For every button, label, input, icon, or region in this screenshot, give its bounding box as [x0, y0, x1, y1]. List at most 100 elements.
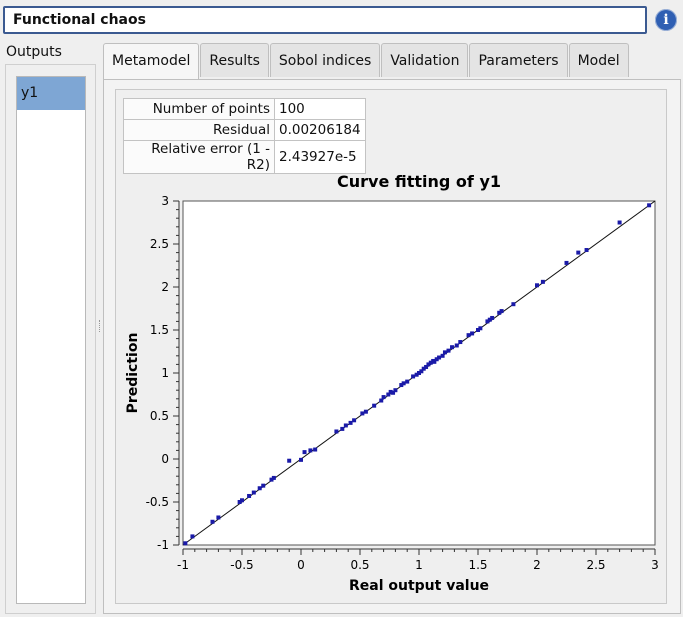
y-axis: -1 -0.5 0 0.5 1 1.5 2 2.5 3 [146, 194, 180, 552]
data-point [432, 359, 437, 364]
tab-results[interactable]: Results [200, 43, 269, 77]
x-tick-label: 0.5 [350, 558, 369, 572]
data-point [421, 366, 426, 371]
x-tick-label: -0.5 [230, 558, 253, 572]
y-tick-label: 0 [161, 452, 169, 466]
data-point [617, 220, 622, 225]
data-point [458, 340, 463, 345]
data-point [216, 515, 221, 520]
outputs-label: Outputs [6, 44, 62, 60]
data-point [424, 364, 429, 369]
data-point [485, 319, 490, 324]
x-tick-label: 1 [415, 558, 423, 572]
data-point [340, 426, 345, 431]
data-point [302, 450, 307, 455]
data-point [257, 486, 262, 491]
tab-validation[interactable]: Validation [381, 43, 469, 77]
data-point [490, 315, 495, 320]
data-point [237, 500, 242, 504]
metric-label: Number of points [123, 98, 275, 120]
data-point [190, 534, 195, 539]
tab-model[interactable]: Model [568, 43, 629, 77]
table-row: Residual 0.00206184 [123, 119, 366, 141]
y-tick-label: 0.5 [150, 409, 169, 423]
data-point [299, 457, 303, 462]
data-point [334, 429, 339, 434]
data-point [411, 374, 416, 379]
data-point [393, 388, 398, 393]
data-point [440, 353, 445, 358]
splitter-handle[interactable] [99, 320, 102, 332]
data-point [442, 350, 447, 355]
data-point [269, 477, 274, 482]
data-point [363, 409, 368, 414]
y-tick-label: 2.5 [150, 237, 169, 251]
data-point [497, 310, 502, 315]
data-point [381, 395, 386, 400]
tab-sobol-indices[interactable]: Sobol indices [269, 43, 381, 77]
data-point [405, 379, 410, 384]
analysis-title-field[interactable]: Functional chaos [3, 6, 647, 34]
data-point [476, 328, 480, 332]
curve-fitting-chart: Curve fitting of y1 -1-0.500.511.522.53 … [125, 172, 659, 594]
x-tick-label: 1.5 [468, 558, 487, 572]
data-point [401, 381, 406, 386]
data-point [511, 302, 516, 307]
data-point [584, 248, 589, 253]
result-tabs: Metamodel Results Sobol indices Validati… [103, 43, 630, 80]
data-point [399, 383, 404, 388]
y-tick-label: 1 [161, 366, 169, 380]
data-point [535, 283, 539, 288]
output-item-y1[interactable]: y1 [17, 77, 85, 110]
table-row: Relative error (1 - R2) 2.43927e-5 [123, 140, 366, 174]
data-point [379, 398, 384, 403]
metric-value: 100 [274, 98, 366, 120]
data-point [251, 490, 256, 495]
data-point [470, 331, 475, 336]
x-tick-label: 2.5 [586, 558, 605, 572]
x-tick-label: -1 [177, 558, 189, 572]
data-point [271, 475, 276, 480]
data-point [446, 348, 451, 353]
tab-parameters[interactable]: Parameters [469, 43, 568, 77]
x-tick-label: 3 [651, 558, 659, 572]
data-point [287, 458, 292, 463]
data-point [261, 483, 266, 488]
y-axis-label: Prediction [125, 333, 141, 414]
data-point [360, 411, 365, 416]
data-point [240, 498, 244, 503]
data-point [576, 250, 581, 255]
data-point [434, 357, 439, 362]
x-tick-label: 0 [297, 558, 305, 572]
data-point [414, 372, 419, 377]
tab-metamodel[interactable]: Metamodel [103, 43, 200, 80]
data-point [426, 362, 431, 367]
data-point [343, 423, 348, 428]
data-point [417, 371, 421, 375]
data-point [564, 260, 569, 265]
data-point [247, 493, 252, 498]
data-point [386, 392, 391, 397]
data-point [313, 447, 318, 452]
metric-label: Residual [123, 119, 275, 141]
data-point [428, 360, 433, 365]
data-point [308, 448, 313, 453]
x-tick-label: 2 [533, 558, 541, 572]
data-point [487, 317, 492, 322]
y-tick-label: 3 [161, 194, 169, 208]
data-point [183, 541, 188, 546]
data-point [352, 418, 357, 423]
table-row: Number of points 100 [123, 98, 366, 120]
metric-value: 2.43927e-5 [274, 140, 366, 174]
metrics-table: Number of points 100 Residual 0.00206184… [123, 98, 366, 174]
data-point [540, 279, 545, 284]
data-point [419, 369, 424, 374]
metric-value: 0.00206184 [274, 119, 366, 141]
data-point [499, 309, 504, 314]
data-point [372, 403, 377, 408]
outputs-list[interactable]: y1 [16, 76, 86, 604]
info-icon[interactable]: i [655, 9, 677, 31]
data-point [466, 333, 471, 338]
y-tick-label: -1 [157, 538, 169, 552]
outputs-panel [5, 64, 96, 614]
